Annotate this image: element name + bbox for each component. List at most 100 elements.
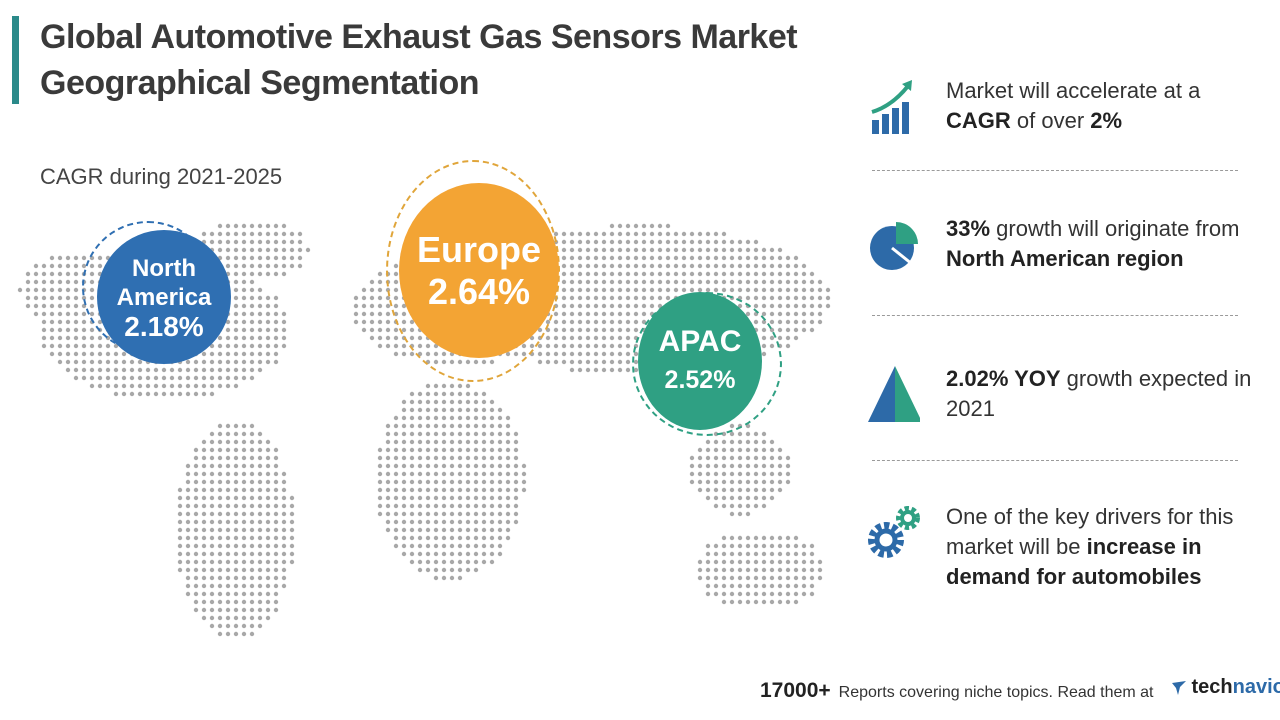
map-dot [225,223,231,229]
map-dot [713,455,719,461]
map-dot [49,295,55,301]
map-dot [57,303,63,309]
map-dot [265,239,271,245]
map-dot [249,223,255,229]
map-dot [233,255,239,261]
map-dot [281,479,287,485]
map-dot [753,431,759,437]
map-dot [665,287,671,293]
map-dot [241,495,247,501]
map-dot [465,439,471,445]
map-dot [489,439,495,445]
europe-ring [386,160,560,382]
map-dot [473,463,479,469]
map-dot [273,471,279,477]
map-dot [449,471,455,477]
map-dot [721,543,727,549]
map-dot [801,591,807,597]
map-dot [209,599,215,605]
map-dot [785,311,791,317]
map-dot [217,455,223,461]
map-dot [209,607,215,613]
map-dot [241,511,247,517]
map-dot [449,407,455,413]
map-dot [505,495,511,501]
map-dot [49,351,55,357]
map-dot [241,375,247,381]
map-dot [721,567,727,573]
map-dot [505,439,511,445]
map-dot [137,359,143,365]
map-dot [761,439,767,445]
map-dot [777,535,783,541]
map-dot [377,311,383,317]
map-dot [745,487,751,493]
map-dot [33,279,39,285]
highlight-cagr: Market will accelerate at a CAGR of over… [868,76,1258,136]
map-dot [273,463,279,469]
map-dot [601,295,607,301]
map-dot [721,279,727,285]
map-dot [793,559,799,565]
map-dot [689,287,695,293]
map-dot [433,487,439,493]
map-dot [425,455,431,461]
map-dot [737,543,743,549]
map-dot [577,303,583,309]
map-dot [249,599,255,605]
map-dot [721,575,727,581]
map-dot [57,279,63,285]
map-dot [721,471,727,477]
map-dot [257,431,263,437]
footer-text: Reports covering niche topics. Read them… [838,683,1154,701]
map-dot [281,239,287,245]
map-dot [761,559,767,565]
map-dot [225,519,231,525]
map-dot [473,503,479,509]
map-dot [289,535,295,541]
map-dot [737,567,743,573]
map-dot [609,335,615,341]
map-dot [761,479,767,485]
map-dot [273,311,279,317]
map-dot [601,343,607,349]
map-dot [625,279,631,285]
map-dot [633,311,639,317]
map-dot [433,511,439,517]
map-dot [601,231,607,237]
map-dot [409,463,415,469]
technavio-logo[interactable]: tech navio [1170,676,1280,699]
map-dot [433,559,439,565]
map-dot [217,559,223,565]
map-dot [233,439,239,445]
map-dot [241,463,247,469]
map-dot [225,431,231,437]
map-dot [633,279,639,285]
map-dot [185,583,191,589]
map-dot [257,287,263,293]
map-dot [241,527,247,533]
map-dot [209,463,215,469]
map-dot [761,447,767,453]
map-dot [81,351,87,357]
map-dot [713,255,719,261]
map-dot [41,295,47,301]
map-dot [385,463,391,469]
map-dot [489,519,495,525]
map-dot [737,455,743,461]
map-dot [193,567,199,573]
map-dot [769,567,775,573]
map-dot [401,535,407,541]
map-dot [161,391,167,397]
map-dot [217,519,223,525]
map-dot [249,575,255,581]
map-dot [241,567,247,573]
map-dot [273,335,279,341]
map-dot [753,543,759,549]
map-dot [793,287,799,293]
map-dot [721,455,727,461]
map-dot [657,239,663,245]
map-dot [289,511,295,517]
map-dot [441,463,447,469]
map-dot [497,463,503,469]
